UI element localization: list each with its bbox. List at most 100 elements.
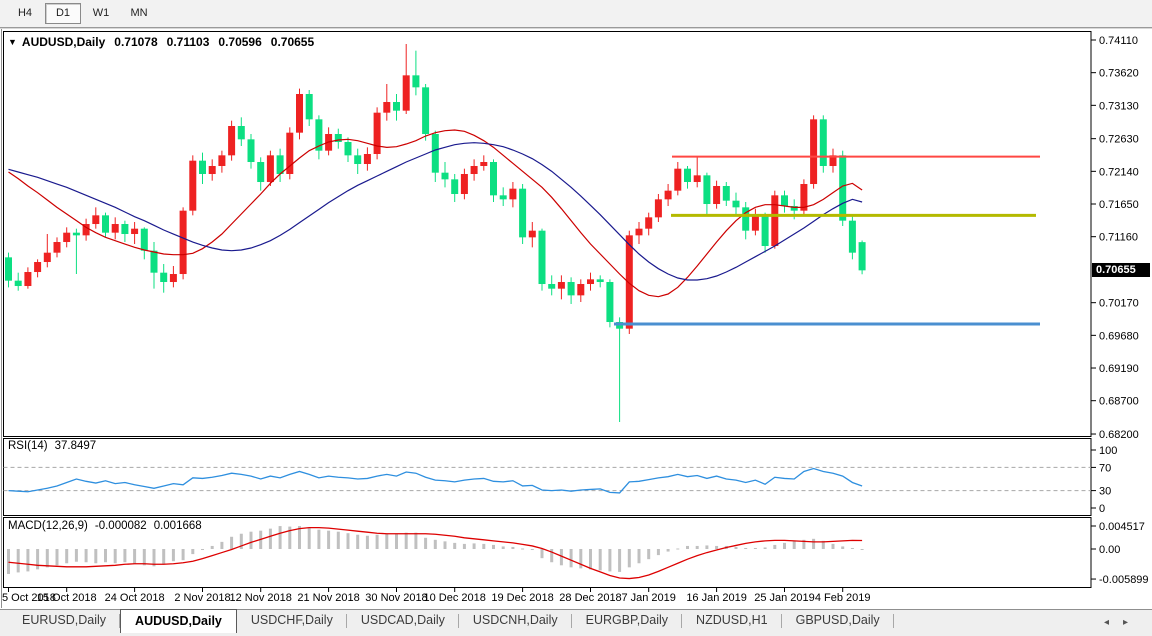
pane-frames (3, 31, 1092, 588)
tab-usdcad-daily[interactable]: USDCAD,Daily (347, 610, 459, 632)
svg-text:0.68700: 0.68700 (1099, 396, 1139, 408)
timeframe-button-d1[interactable]: D1 (45, 3, 81, 24)
tab-scroll-left-icon[interactable]: ◂ (1103, 617, 1123, 628)
timeframe-button-mn[interactable]: MN (121, 3, 157, 24)
quote-high: 0.71103 (166, 35, 210, 49)
macd-histogram-bar (26, 549, 30, 572)
symbol-tab-bar: EURUSD,Daily AUDUSD,Daily USDCHF,Daily U… (0, 609, 1152, 636)
macd-histogram-bar (181, 549, 185, 561)
macd-histogram-bar (812, 538, 816, 549)
symbol-dropdown-icon[interactable]: ▼ (8, 37, 17, 47)
macd-histogram-bar (831, 543, 835, 549)
macd-histogram-bar (55, 549, 59, 566)
quote-line[interactable]: ▼ AUDUSD,Daily 0.71078 0.71103 0.70596 0.7065… (8, 35, 314, 49)
macd-histogram-bar (65, 549, 69, 564)
macd-histogram-bar (569, 549, 573, 568)
tab-usdcnh-daily[interactable]: USDCNH,Daily (459, 610, 572, 632)
macd-histogram-bar (705, 545, 709, 549)
macd-histogram-bar (715, 545, 719, 549)
macd-histogram-bar (74, 549, 78, 562)
time-axis-label: 2 Nov 2018 (174, 592, 230, 604)
macd-histogram-bar (773, 544, 777, 549)
macd-histogram-bar (540, 549, 544, 559)
time-axis-label: 15 Oct 2018 (37, 592, 97, 604)
rsi-indicator-label: RSI(14) 37.8497 (8, 440, 96, 452)
macd-histogram-bar (249, 531, 253, 549)
macd-histogram-bar (7, 549, 10, 574)
macd-histogram-bar (618, 549, 622, 572)
macd-histogram-bar (36, 549, 40, 570)
macd-histogram-bar (850, 547, 854, 549)
macd-histogram-bar (744, 547, 748, 549)
macd-histogram-bar (327, 530, 331, 549)
time-axis-label: 28 Dec 2018 (559, 592, 621, 604)
macd-histogram-bar (395, 533, 398, 549)
macd-histogram-bar (45, 549, 49, 568)
macd-histogram-bar (753, 547, 757, 549)
time-axis-label: 30 Nov 2018 (365, 592, 427, 604)
macd-histogram-bar (598, 549, 602, 571)
time-axis-label: 24 Oct 2018 (105, 592, 165, 604)
macd-histogram-bar (666, 549, 670, 552)
tab-eurusd-daily[interactable]: EURUSD,Daily (8, 610, 121, 632)
macd-histogram-bar (550, 549, 554, 563)
macd-histogram-bar (191, 549, 195, 555)
svg-text:0.74110: 0.74110 (1099, 35, 1138, 47)
macd-histogram-bar (113, 549, 117, 564)
time-axis-label: 21 Nov 2018 (297, 592, 359, 604)
time-axis-label: 16 Jan 2019 (686, 592, 747, 604)
macd-histogram-bar (375, 534, 379, 549)
time-axis-label: 5 Oct 2018 (2, 592, 56, 604)
macd-histogram-bar (686, 545, 689, 549)
macd-histogram-bar (171, 549, 175, 562)
tab-eurgbp-daily[interactable]: EURGBP,Daily (572, 610, 683, 632)
macd-histogram-bar (559, 549, 563, 566)
tab-audusd-daily[interactable]: AUDUSD,Daily (120, 609, 237, 633)
macd-histogram-bar (84, 549, 88, 563)
macd-histogram-bar (792, 541, 796, 549)
rsi-pane (3, 466, 1091, 494)
macd-histogram-bar (627, 549, 631, 568)
chart-canvas[interactable]: 0.74110 0.73620 0.73130 0.72630 0.72140 0.716… (0, 0, 1152, 609)
tab-gbpusd-daily[interactable]: GBPUSD,Daily (782, 610, 894, 632)
macd-histogram-bar (472, 543, 476, 549)
time-axis-label: 19 Dec 2018 (491, 592, 553, 604)
macd-signal-line (8, 526, 863, 580)
macd-histogram-bar (841, 546, 845, 549)
macd-histogram-bar (676, 548, 680, 550)
macd-histogram-bar (288, 526, 292, 549)
svg-text:0.73620: 0.73620 (1099, 68, 1139, 80)
macd-histogram-bar (162, 549, 166, 565)
macd-histogram-bar (511, 546, 515, 549)
quote-open: 0.71078 (114, 35, 158, 49)
macd-indicator-label: MACD(12,26,9) -0.000082 0.001668 (8, 520, 202, 532)
timeframe-toolbar: H4 D1 W1 MN (0, 0, 1152, 28)
macd-histogram-bar (317, 529, 321, 549)
svg-text:0.72630: 0.72630 (1099, 134, 1139, 146)
tab-scroll-right-icon[interactable]: ▸ (1122, 617, 1142, 628)
rsi-value: 37.8497 (54, 440, 97, 452)
macd-histogram-bar (695, 545, 699, 549)
svg-text:0.72140: 0.72140 (1099, 166, 1139, 178)
svg-text:-0.005899: -0.005899 (1099, 574, 1149, 586)
macd-histogram-bar (133, 549, 137, 564)
macd-histogram-bar (230, 536, 234, 549)
timeframe-button-h4[interactable]: H4 (7, 3, 43, 24)
time-axis-label: 12 Nov 2018 (230, 592, 292, 604)
tab-usdchf-daily[interactable]: USDCHF,Daily (237, 610, 347, 632)
candles-layer (5, 44, 866, 423)
macd-histogram-bar (821, 540, 825, 549)
macd-histogram-bar (278, 526, 282, 549)
macd-histogram-bar (104, 549, 107, 563)
macd-histogram-bar (783, 542, 786, 549)
rsi-line (8, 467, 863, 494)
macd-histogram-bar (414, 532, 418, 549)
tab-nzdusd-h1[interactable]: NZDUSD,H1 (682, 610, 782, 632)
macd-main-value: -0.000082 (94, 520, 147, 532)
current-price-marker: 0.70655 (1092, 263, 1150, 278)
svg-text:0.68200: 0.68200 (1099, 429, 1139, 441)
macd-histogram-bar (142, 549, 146, 566)
macd-histogram-bar (307, 527, 311, 549)
svg-text:0.00: 0.00 (1099, 544, 1120, 556)
timeframe-button-w1[interactable]: W1 (83, 3, 119, 24)
